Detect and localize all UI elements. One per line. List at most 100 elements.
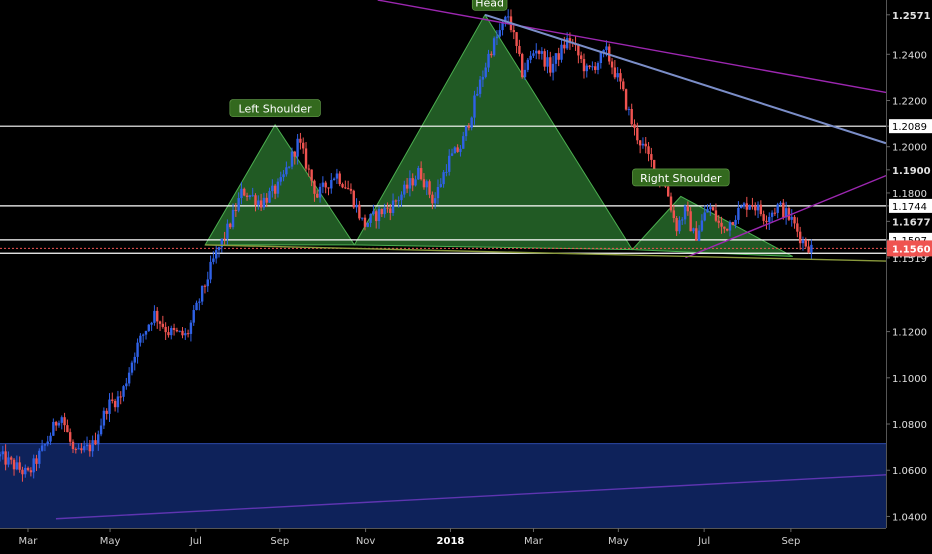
candle-body bbox=[10, 457, 13, 460]
candle-body bbox=[773, 212, 777, 214]
candle-body bbox=[243, 188, 246, 196]
candle-body bbox=[700, 220, 704, 231]
candle-body bbox=[425, 181, 428, 188]
candle-body bbox=[616, 73, 619, 78]
candle-body bbox=[88, 444, 92, 452]
candle-body bbox=[273, 185, 277, 194]
candle-body bbox=[164, 326, 167, 333]
candle-body bbox=[46, 441, 49, 445]
candle-body bbox=[318, 186, 322, 198]
candle-body bbox=[579, 55, 583, 60]
candle-body bbox=[784, 208, 788, 218]
candle-body bbox=[341, 184, 344, 188]
candle-body bbox=[540, 51, 544, 54]
candle-body bbox=[641, 143, 645, 146]
candle-body bbox=[667, 186, 670, 197]
candle-body bbox=[7, 457, 10, 465]
candle-body bbox=[108, 399, 111, 414]
candle-body bbox=[184, 333, 187, 336]
candle-body bbox=[748, 205, 751, 210]
candle-body bbox=[394, 200, 398, 202]
candle-body bbox=[18, 462, 21, 470]
candle-body bbox=[141, 334, 145, 336]
candle-body bbox=[400, 194, 403, 201]
candle-body bbox=[74, 449, 78, 451]
candle-body bbox=[85, 444, 89, 447]
candle-body bbox=[793, 216, 796, 224]
candle-body bbox=[391, 200, 395, 213]
candle-body bbox=[473, 95, 476, 118]
time-tick-label: Jul bbox=[189, 536, 202, 547]
candle-body bbox=[695, 228, 698, 241]
candle-body bbox=[206, 279, 209, 287]
candle-body bbox=[686, 205, 690, 212]
candle-body bbox=[492, 38, 496, 56]
candle-body bbox=[498, 30, 501, 37]
candle-body bbox=[369, 214, 372, 223]
candle-body bbox=[431, 194, 434, 204]
candle-body bbox=[532, 53, 535, 56]
candle-body bbox=[526, 59, 530, 70]
candle-body bbox=[113, 400, 117, 408]
candle-body bbox=[130, 362, 134, 373]
candle-body bbox=[237, 198, 240, 211]
candle-body bbox=[366, 222, 369, 227]
candle-body bbox=[150, 322, 153, 325]
candle-body bbox=[411, 178, 414, 186]
price-tick-label: 1.1000 bbox=[892, 374, 927, 385]
candle-body bbox=[521, 54, 524, 78]
candle-body bbox=[77, 448, 80, 450]
candle-body bbox=[200, 285, 204, 302]
candle-body bbox=[647, 146, 650, 155]
candle-body bbox=[43, 444, 47, 446]
candle-body bbox=[594, 66, 597, 70]
candle-body bbox=[139, 335, 142, 343]
candle-body bbox=[313, 180, 316, 194]
candle-body bbox=[271, 185, 274, 192]
candle-body bbox=[12, 459, 16, 470]
candle-body bbox=[49, 435, 52, 442]
candle-body bbox=[588, 65, 591, 68]
candle-body bbox=[68, 432, 72, 442]
candle-body bbox=[209, 261, 212, 280]
candle-body bbox=[495, 36, 499, 39]
candle-body bbox=[99, 425, 103, 435]
candle-body bbox=[125, 383, 128, 387]
candle-body bbox=[453, 147, 457, 154]
candle-body bbox=[549, 57, 552, 73]
candle-body bbox=[203, 285, 207, 287]
candle-body bbox=[91, 440, 94, 452]
candle-body bbox=[419, 168, 423, 180]
candle-body bbox=[535, 50, 538, 54]
candle-body bbox=[481, 76, 485, 80]
candle-body bbox=[198, 301, 201, 303]
candle-body bbox=[599, 52, 603, 64]
candle-body bbox=[167, 332, 170, 336]
candle-body bbox=[24, 467, 27, 475]
candle-body bbox=[35, 458, 38, 464]
candle-body bbox=[248, 195, 252, 198]
candle-body bbox=[296, 138, 299, 157]
candle-body bbox=[630, 109, 633, 125]
price-tick-label: 1.0800 bbox=[892, 420, 927, 431]
trend-line bbox=[377, 0, 887, 94]
candle-body bbox=[622, 81, 625, 90]
candle-body bbox=[262, 197, 266, 208]
candle-body bbox=[554, 53, 558, 64]
candle-body bbox=[403, 184, 406, 195]
candle-body bbox=[565, 38, 569, 49]
candle-body bbox=[610, 61, 614, 68]
candle-body bbox=[195, 302, 198, 311]
candle-body bbox=[543, 51, 546, 67]
candle-body bbox=[338, 173, 341, 185]
candle-body bbox=[293, 151, 296, 157]
candle-body bbox=[133, 356, 136, 363]
candle-body bbox=[683, 205, 687, 220]
candle-body bbox=[633, 124, 636, 128]
candle-body bbox=[728, 221, 732, 231]
candle-body bbox=[71, 441, 75, 450]
candle-body bbox=[405, 184, 409, 189]
candle-body bbox=[652, 159, 656, 175]
candle-body bbox=[377, 209, 381, 222]
